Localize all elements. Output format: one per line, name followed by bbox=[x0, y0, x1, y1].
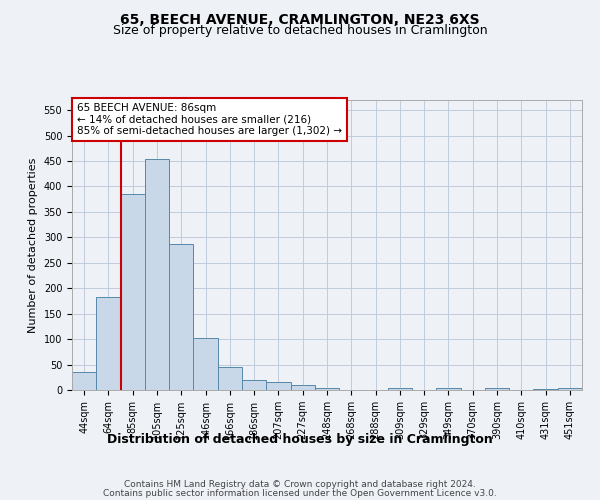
Bar bbox=[193, 338, 218, 390]
Bar bbox=[242, 380, 266, 390]
Bar bbox=[290, 386, 315, 390]
Bar bbox=[218, 366, 242, 390]
Bar bbox=[72, 372, 96, 390]
Text: Size of property relative to detached houses in Cramlington: Size of property relative to detached ho… bbox=[113, 24, 487, 37]
Bar bbox=[533, 389, 558, 390]
Bar bbox=[145, 158, 169, 390]
Text: Distribution of detached houses by size in Cramlington: Distribution of detached houses by size … bbox=[107, 432, 493, 446]
Text: 65, BEECH AVENUE, CRAMLINGTON, NE23 6XS: 65, BEECH AVENUE, CRAMLINGTON, NE23 6XS bbox=[120, 12, 480, 26]
Bar bbox=[388, 388, 412, 390]
Y-axis label: Number of detached properties: Number of detached properties bbox=[28, 158, 38, 332]
Text: Contains HM Land Registry data © Crown copyright and database right 2024.: Contains HM Land Registry data © Crown c… bbox=[124, 480, 476, 489]
Bar bbox=[315, 388, 339, 390]
Bar bbox=[485, 388, 509, 390]
Bar bbox=[96, 297, 121, 390]
Bar bbox=[558, 388, 582, 390]
Text: 65 BEECH AVENUE: 86sqm
← 14% of detached houses are smaller (216)
85% of semi-de: 65 BEECH AVENUE: 86sqm ← 14% of detached… bbox=[77, 103, 342, 136]
Text: Contains public sector information licensed under the Open Government Licence v3: Contains public sector information licen… bbox=[103, 489, 497, 498]
Bar bbox=[436, 388, 461, 390]
Bar bbox=[266, 382, 290, 390]
Bar bbox=[169, 244, 193, 390]
Bar bbox=[121, 194, 145, 390]
